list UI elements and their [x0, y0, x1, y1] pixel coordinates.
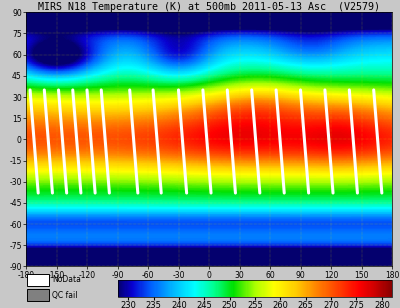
Title: MIRS N18 Temperature (K) at 500mb 2011-05-13 Asc  (V2579): MIRS N18 Temperature (K) at 500mb 2011-0…: [38, 2, 380, 11]
Bar: [27, 289, 49, 301]
Text: QC fail: QC fail: [52, 290, 78, 300]
Text: NoData: NoData: [52, 275, 81, 285]
Bar: [27, 274, 49, 286]
